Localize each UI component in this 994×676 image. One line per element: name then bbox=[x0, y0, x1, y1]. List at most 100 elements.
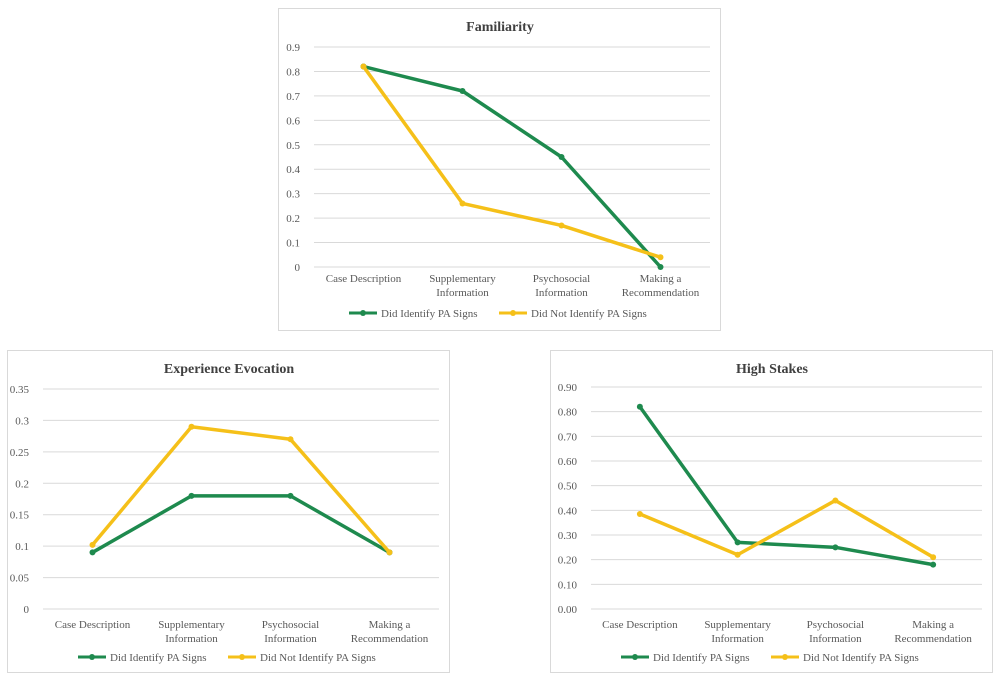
data-point-series-1 bbox=[832, 544, 839, 551]
y-tick-label: 0.00 bbox=[558, 604, 578, 616]
y-tick-label: 0.90 bbox=[558, 382, 578, 394]
y-tick-label: 0.1 bbox=[286, 238, 300, 250]
data-point-series-2 bbox=[188, 423, 195, 430]
data-point-series-2 bbox=[459, 200, 466, 207]
x-category-label: Supplementary Information bbox=[429, 273, 496, 299]
data-point-series-2 bbox=[930, 554, 937, 561]
y-tick-label: 0.35 bbox=[10, 384, 30, 396]
y-tick-label: 0.3 bbox=[15, 415, 29, 427]
x-category-label-line: Supplementary bbox=[158, 619, 225, 631]
x-category-label: Making a Recommendation bbox=[894, 619, 972, 645]
y-tick-label: 0.2 bbox=[286, 213, 300, 225]
legend-swatch-marker bbox=[360, 310, 366, 316]
x-category-label-line: Case Description bbox=[602, 619, 678, 631]
legend-swatch-marker bbox=[782, 654, 788, 660]
x-category-label-line: Recommendation bbox=[894, 633, 972, 645]
high-stakes-chart-svg: High Stakes 0.00 0.10 0.20 0.30 0.40 0.50 0.60 0… bbox=[558, 362, 982, 664]
x-category-label: Case Description bbox=[326, 273, 402, 285]
data-point-series-2 bbox=[89, 541, 96, 548]
series-line-2 bbox=[639, 498, 935, 559]
y-tick-label: 0.10 bbox=[558, 579, 578, 591]
series-line-1 bbox=[638, 405, 934, 567]
x-category-label-line: Case Description bbox=[326, 273, 402, 285]
data-point-series-1 bbox=[657, 264, 664, 270]
x-category-label-line: Information bbox=[165, 633, 218, 645]
data-point-series-1 bbox=[188, 492, 195, 499]
series-line-1 bbox=[91, 494, 391, 554]
y-tick-label: 0.40 bbox=[558, 505, 578, 517]
legend-label: Did Identify PA Signs bbox=[381, 308, 477, 320]
data-point-series-2 bbox=[734, 551, 741, 558]
data-point-series-1 bbox=[287, 492, 294, 499]
y-tick-label: 0.7 bbox=[286, 91, 300, 103]
data-point-series-2 bbox=[636, 511, 643, 518]
legend-label: Did Identify PA Signs bbox=[110, 652, 206, 664]
chart-title: High Stakes bbox=[736, 362, 809, 377]
y-tick-label: 0.4 bbox=[286, 164, 300, 176]
data-point-series-1 bbox=[930, 561, 937, 568]
x-category-label-line: Making a bbox=[369, 619, 411, 631]
chart-title: Experience Evocation bbox=[164, 362, 294, 377]
x-category-label-line: Psychosocial bbox=[262, 619, 319, 631]
y-tick-label: 0.20 bbox=[558, 555, 578, 567]
y-tick-label: 0.80 bbox=[558, 407, 578, 419]
legend-label: Did Not Identify PA Signs bbox=[803, 652, 919, 664]
legend-swatch-marker bbox=[510, 310, 516, 316]
x-category-label: Case Description bbox=[602, 619, 678, 631]
familiarity-chart: Familiarity 0 0.1 0.2 0.3 0.4 0.5 0.6 0.7 0.8 0.9 C… bbox=[278, 8, 721, 331]
y-tick-label: 0.70 bbox=[558, 431, 578, 443]
experience-evocation-chart: Experience Evocation 0 0.05 0.1 0.15 0.2 0.25 0… bbox=[7, 350, 450, 673]
y-tick-label: 0 bbox=[295, 262, 301, 274]
x-category-label-line: Recommendation bbox=[351, 633, 429, 645]
x-category-label: Making a Recommendation bbox=[622, 273, 700, 299]
x-category-label: Psychosocial Information bbox=[262, 619, 319, 645]
x-category-label: Case Description bbox=[55, 619, 131, 631]
y-tick-label: 0.8 bbox=[286, 66, 300, 78]
y-tick-label: 0.50 bbox=[558, 481, 578, 493]
x-category-label-line: Information bbox=[436, 287, 489, 299]
chart-title: Familiarity bbox=[466, 20, 534, 35]
y-tick-label: 0.30 bbox=[558, 530, 578, 542]
y-tick-label: 0.15 bbox=[10, 510, 30, 522]
x-category-label: Supplementary Information bbox=[704, 619, 771, 645]
legend-swatch-marker bbox=[239, 654, 245, 660]
y-tick-label: 0 bbox=[24, 604, 30, 616]
data-point-series-2 bbox=[360, 63, 367, 70]
x-category-label-line: Psychosocial bbox=[807, 619, 864, 631]
x-category-label-line: Information bbox=[535, 287, 588, 299]
data-point-series-1 bbox=[558, 154, 565, 160]
x-category-label-line: Making a bbox=[912, 619, 954, 631]
high-stakes-chart: High Stakes 0.00 0.10 0.20 0.30 0.40 0.50 0.60 0… bbox=[550, 350, 993, 673]
x-category-label-line: Psychosocial bbox=[533, 273, 590, 285]
data-point-series-1 bbox=[89, 549, 96, 556]
legend-label: Did Not Identify PA Signs bbox=[531, 308, 647, 320]
x-category-label: Psychosocial Information bbox=[533, 273, 590, 299]
x-category-label-line: Information bbox=[809, 633, 862, 645]
y-tick-label: 0.60 bbox=[558, 456, 578, 468]
x-category-label-line: Information bbox=[264, 633, 317, 645]
x-category-label-line: Recommendation bbox=[622, 287, 700, 299]
y-tick-label: 0.2 bbox=[15, 478, 29, 490]
x-category-label-line: Case Description bbox=[55, 619, 131, 631]
legend-label: Did Identify PA Signs bbox=[653, 652, 749, 664]
legend-swatch-marker bbox=[89, 654, 95, 660]
y-tick-label: 0.3 bbox=[286, 189, 300, 201]
y-tick-label: 0.6 bbox=[286, 115, 300, 127]
data-point-series-2 bbox=[287, 436, 294, 443]
series-line-2 bbox=[362, 65, 662, 259]
y-tick-label: 0.1 bbox=[15, 541, 29, 553]
experience-evocation-chart-svg: Experience Evocation 0 0.05 0.1 0.15 0.2 0.25 0… bbox=[10, 362, 439, 664]
data-point-series-1 bbox=[734, 539, 741, 546]
x-category-label-line: Supplementary bbox=[429, 273, 496, 285]
x-category-label: Making a Recommendation bbox=[351, 619, 429, 645]
x-category-label-line: Making a bbox=[640, 273, 682, 285]
data-point-series-2 bbox=[558, 222, 565, 229]
y-tick-label: 0.9 bbox=[286, 42, 300, 54]
y-tick-label: 0.05 bbox=[10, 573, 30, 585]
data-point-series-1 bbox=[636, 403, 643, 410]
y-tick-label: 0.5 bbox=[286, 140, 300, 152]
data-point-series-2 bbox=[657, 254, 664, 261]
y-tick-label: 0.25 bbox=[10, 447, 30, 459]
x-category-label: Supplementary Information bbox=[158, 619, 225, 645]
x-category-label: Psychosocial Information bbox=[807, 619, 864, 645]
